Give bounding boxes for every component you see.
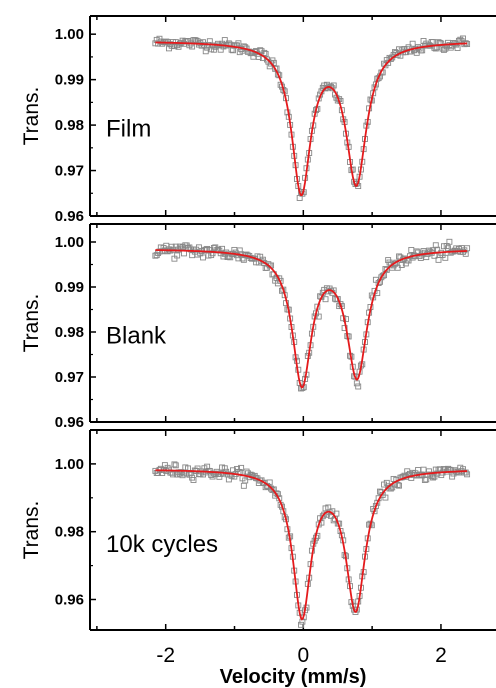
y-tick-label: 0.97 (55, 369, 84, 386)
data-point (330, 82, 337, 89)
y-tick-label: 0.97 (55, 163, 84, 180)
data-point (454, 45, 461, 52)
y-tick-label: 0.96 (55, 591, 84, 608)
data-point (432, 242, 439, 249)
data-point (387, 485, 394, 492)
data-point (333, 510, 340, 517)
x-tick-label: 0 (297, 644, 309, 667)
data-point (375, 280, 382, 287)
panel-annotation: 10k cycles (106, 531, 218, 558)
y-axis-label: Trans. (20, 294, 43, 353)
panel-annotation: Film (106, 115, 151, 142)
data-point (449, 473, 456, 480)
y-tick-label: 0.98 (55, 524, 84, 541)
data-point (266, 479, 273, 486)
data-point (408, 247, 415, 253)
x-tick-label: 2 (435, 644, 447, 667)
fit-curve (155, 41, 468, 197)
data-point (322, 296, 329, 303)
data-point (398, 262, 405, 268)
data-point (299, 385, 306, 391)
data-point (243, 468, 250, 475)
data-point (355, 383, 362, 390)
data-point (202, 48, 209, 55)
y-tick-label: 0.98 (55, 117, 84, 134)
y-axis-label: Trans. (20, 501, 43, 560)
data-point (269, 487, 276, 494)
data-point (379, 272, 386, 279)
data-point (261, 49, 268, 56)
data-point (174, 252, 181, 259)
data-point (394, 481, 401, 488)
y-tick-label: 0.99 (55, 72, 84, 89)
data-point (171, 461, 178, 468)
data-point (190, 477, 197, 483)
data-point (168, 243, 175, 250)
fit-curve (155, 249, 468, 389)
data-point (240, 482, 247, 489)
data-point (186, 244, 193, 251)
data-point (262, 50, 269, 57)
panel-blank: 0.96 0.97 0.98 0.99 1.00 Trans. Blank (20, 223, 496, 431)
x-axis-label: Velocity (mm/s) (220, 666, 367, 688)
data-point (409, 40, 416, 47)
data-point (383, 479, 390, 486)
data-point (464, 245, 471, 252)
y-tick-label: 1.00 (55, 26, 84, 43)
data-point (396, 482, 402, 489)
y-tick-label: 0.98 (55, 324, 84, 341)
data-point (442, 254, 449, 261)
data-point (353, 380, 360, 387)
data-point (181, 250, 187, 257)
data-point (298, 621, 304, 628)
data-point (236, 247, 243, 254)
data-point (319, 513, 326, 520)
y-tick-label: 1.00 (55, 234, 84, 251)
panel-film: 0.96 0.97 0.98 0.99 1.00 Trans. Film (20, 15, 496, 225)
data-point (430, 474, 437, 481)
data-point (172, 462, 179, 469)
data-point (221, 465, 228, 472)
data-point (341, 325, 348, 332)
y-tick-label: 0.96 (55, 208, 84, 225)
x-tick-label: -2 (156, 644, 175, 667)
data-point (420, 466, 427, 473)
data-point (235, 40, 242, 47)
y-tick-label: 0.96 (55, 414, 84, 431)
data-point (382, 494, 389, 501)
y-axis-label: Trans. (20, 87, 43, 146)
y-tick-label: 0.99 (55, 279, 84, 296)
panel-annotation: Blank (106, 322, 167, 349)
data-point (446, 238, 453, 245)
panel-10k-cycles: 0.96 0.98 1.00 Trans. 10k cycles -2 0 2 (20, 429, 496, 667)
fit-curve (155, 469, 468, 621)
y-tick-label: 1.00 (55, 456, 84, 473)
data-point (242, 477, 249, 484)
data-point (238, 464, 245, 471)
data-point (315, 313, 322, 320)
data-point (179, 472, 186, 479)
data-point (417, 255, 424, 261)
data-point (462, 469, 469, 476)
